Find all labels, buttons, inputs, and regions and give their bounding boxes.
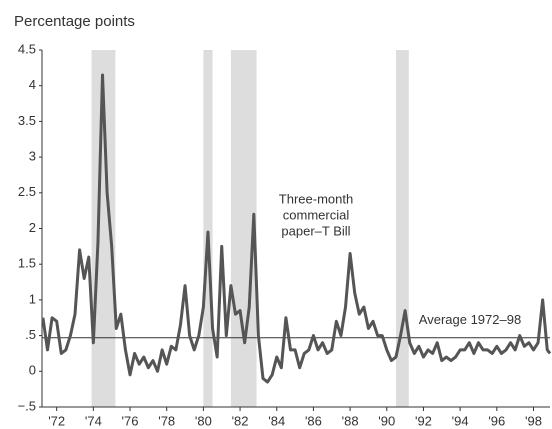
series-label: paper–T Bill xyxy=(281,223,350,238)
x-tick-label: '84 xyxy=(268,413,285,428)
y-tick-label: .5 xyxy=(25,327,36,342)
chart-title: Percentage points xyxy=(14,13,135,30)
x-tick-label: '94 xyxy=(452,413,469,428)
x-tick-label: '78 xyxy=(158,413,175,428)
x-tick-label: '82 xyxy=(232,413,249,428)
y-tick-label: 2.5 xyxy=(18,184,36,199)
x-tick-label: '90 xyxy=(378,413,395,428)
x-tick-label: '74 xyxy=(85,413,102,428)
y-tick-label: 3 xyxy=(29,149,36,164)
recession-shade xyxy=(91,50,116,407)
x-tick-label: '72 xyxy=(48,413,65,428)
series-line xyxy=(41,73,552,384)
series-label: commercial xyxy=(283,207,350,222)
y-tick-label: 1 xyxy=(29,291,36,306)
x-tick-label: '76 xyxy=(122,413,139,428)
series-label: Three-month xyxy=(279,191,353,206)
y-tick-label: 0 xyxy=(29,363,36,378)
x-tick-label: '96 xyxy=(488,413,505,428)
x-tick-label: '98 xyxy=(525,413,542,428)
y-tick-label: 2 xyxy=(29,220,36,235)
average-label: Average 1972–98 xyxy=(419,312,521,327)
x-tick-label: '92 xyxy=(415,413,432,428)
y-tick-label: 1.5 xyxy=(18,256,36,271)
recession-shade xyxy=(203,50,213,407)
x-tick-label: '80 xyxy=(195,413,212,428)
y-tick-label: −.5 xyxy=(18,398,36,413)
y-tick-label: 4 xyxy=(29,77,36,92)
y-tick-label: 3.5 xyxy=(18,113,36,128)
x-tick-label: '88 xyxy=(342,413,359,428)
x-tick-label: '86 xyxy=(305,413,322,428)
y-tick-label: 4.5 xyxy=(18,41,36,56)
